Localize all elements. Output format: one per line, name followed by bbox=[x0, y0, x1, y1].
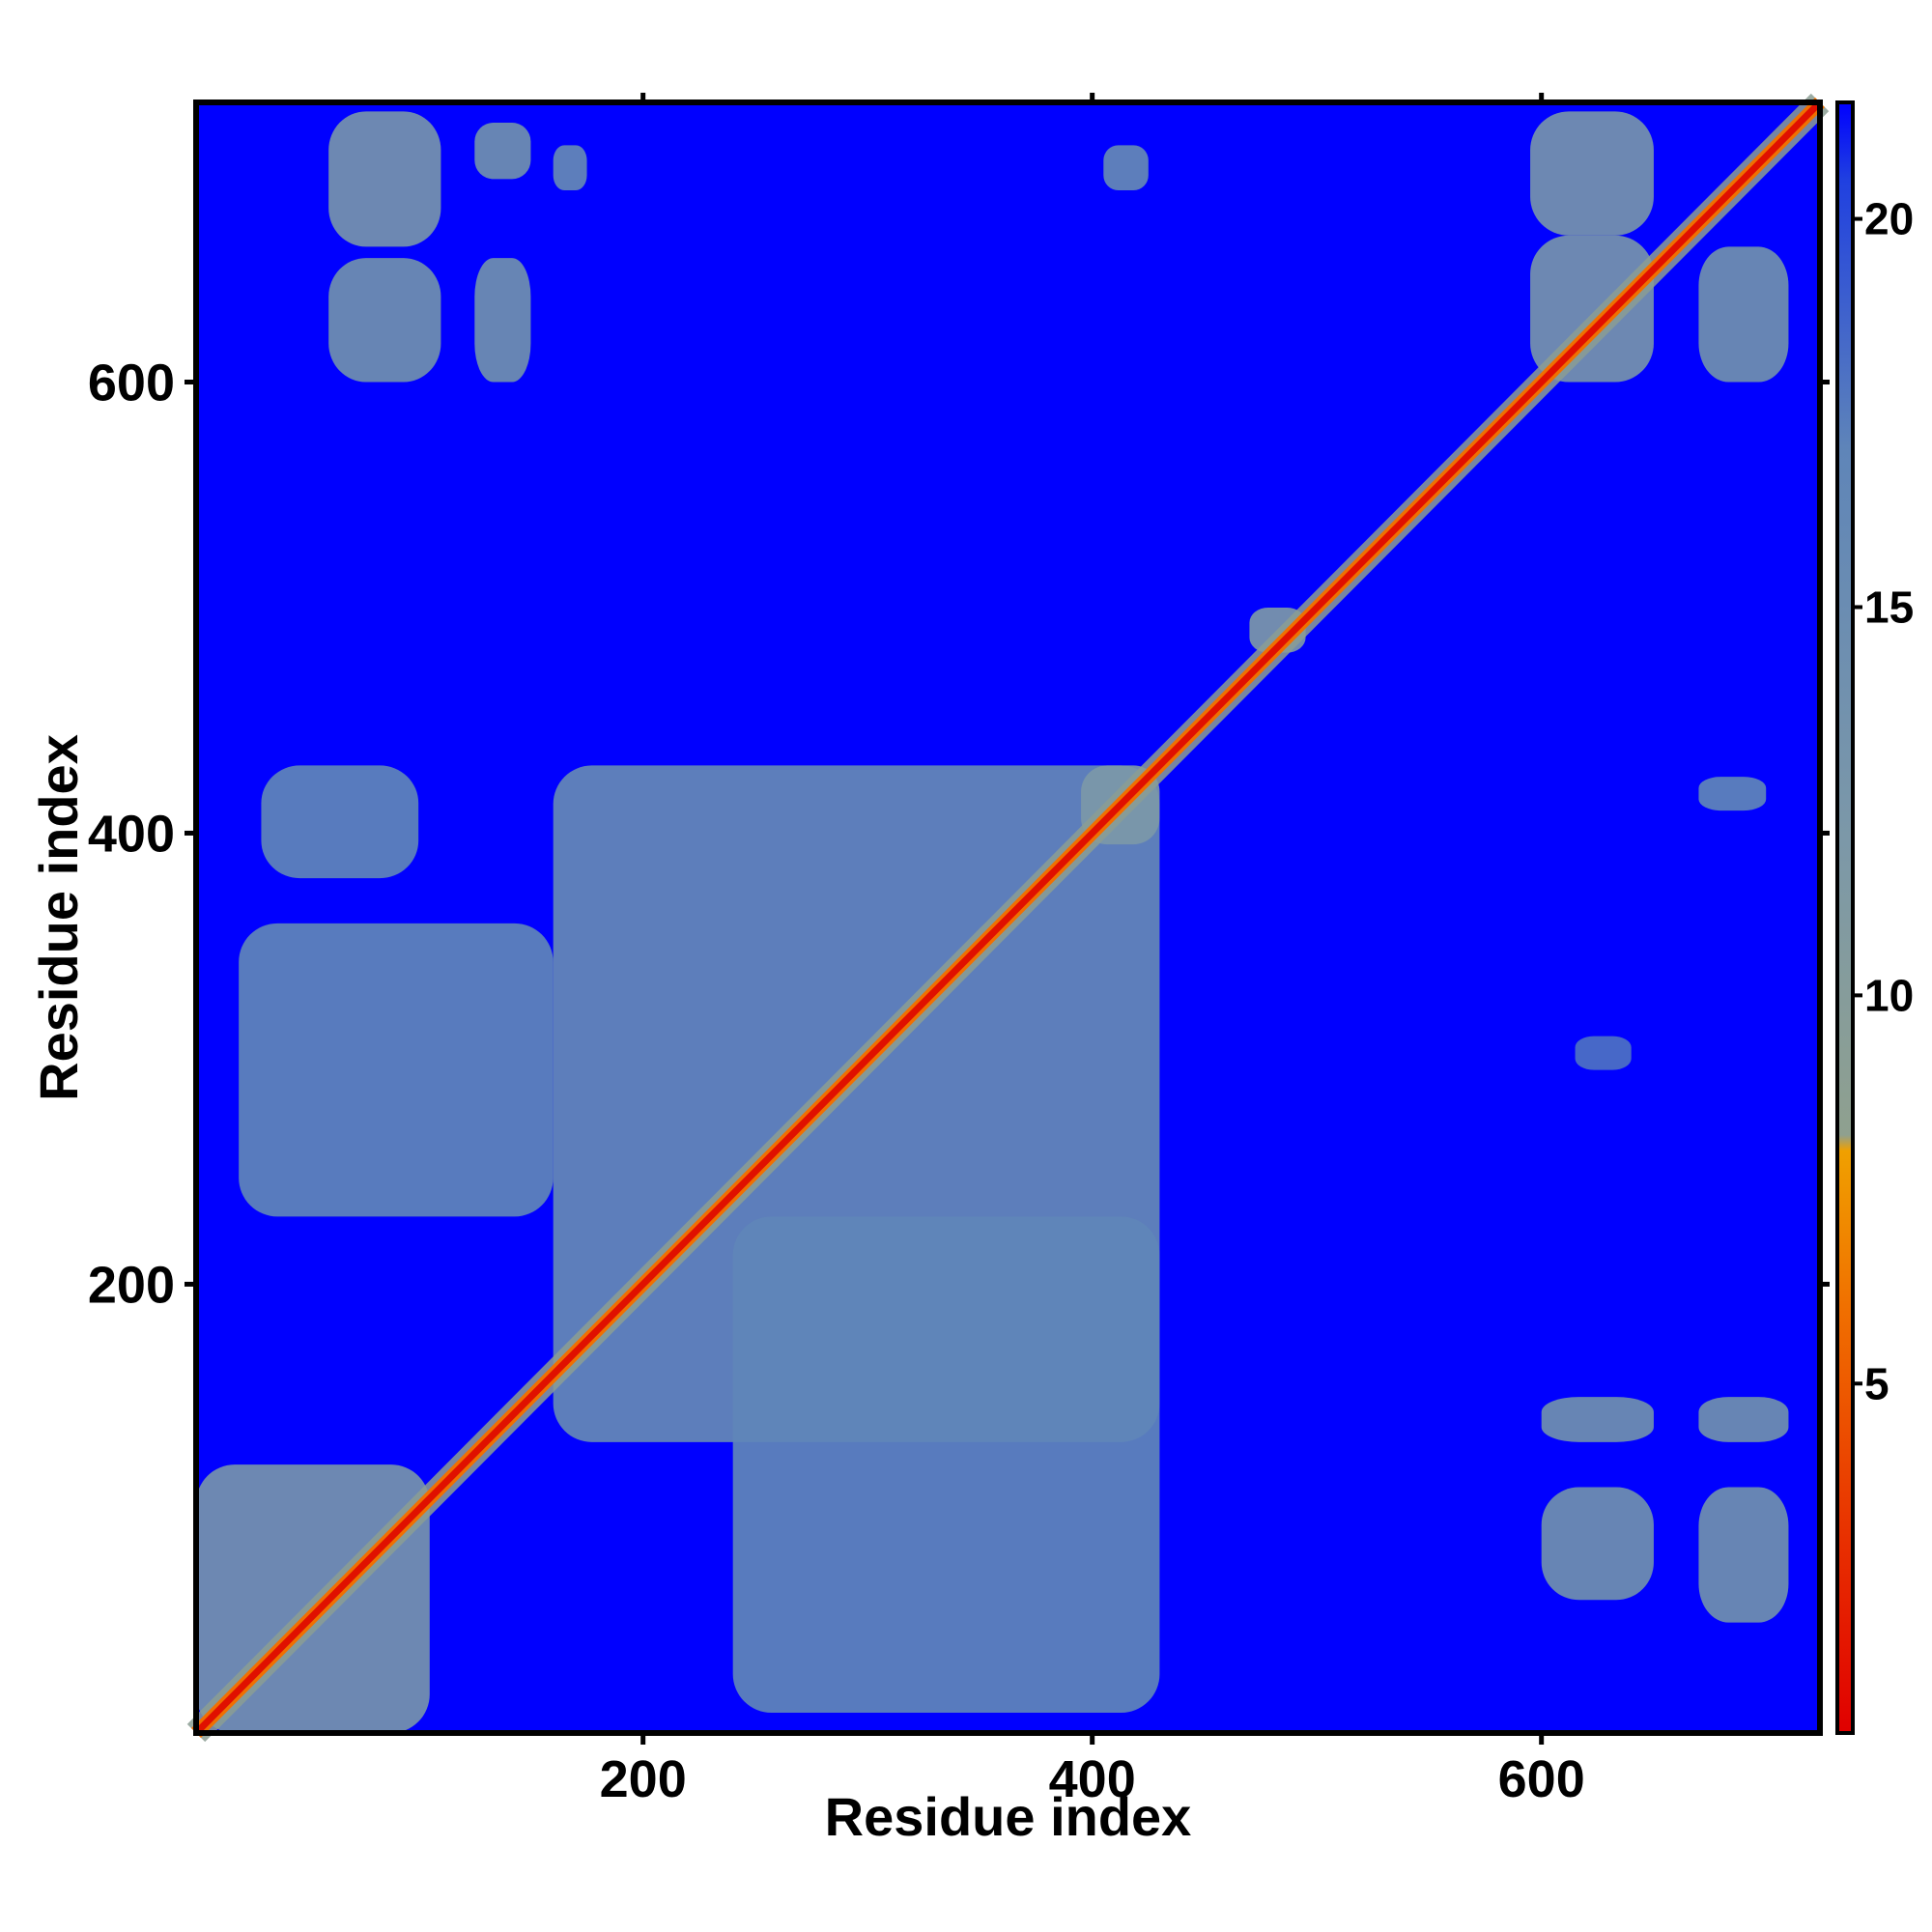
contact-block bbox=[1530, 111, 1654, 236]
colorbar-ticks: 5 10 15 20 bbox=[1853, 194, 1914, 1408]
y-axis-label: Residue index bbox=[28, 734, 89, 1101]
contact-block bbox=[328, 111, 441, 247]
heatmap-plot-area bbox=[186, 93, 1830, 1743]
y-tick-label: 600 bbox=[88, 355, 175, 412]
contact-block bbox=[239, 923, 554, 1217]
colorbar-gradient bbox=[1835, 100, 1855, 1735]
contact-block bbox=[1698, 1397, 1789, 1442]
contact-block bbox=[553, 145, 587, 191]
y-tick-label: 200 bbox=[88, 1256, 175, 1314]
diagonal-core bbox=[193, 99, 1823, 1736]
contact-block bbox=[1541, 1487, 1654, 1601]
contact-block bbox=[1698, 777, 1767, 811]
colorbar-tick-label: 20 bbox=[1864, 194, 1914, 244]
contact-block bbox=[474, 258, 531, 383]
colorbar: 5 10 15 20 bbox=[1835, 100, 1914, 1735]
contact-block bbox=[1698, 1487, 1789, 1623]
colorbar-tick-label: 5 bbox=[1864, 1358, 1889, 1408]
contact-block bbox=[474, 123, 531, 180]
x-tick-label: 400 bbox=[1049, 1750, 1136, 1808]
y-tick-label: 400 bbox=[88, 805, 175, 863]
contact-block bbox=[1103, 145, 1149, 191]
y-axis-ticks: 200 400 600 bbox=[88, 355, 1830, 1314]
contact-block bbox=[732, 1216, 1160, 1713]
contact-blocks bbox=[196, 111, 1789, 1733]
x-tick-label: 600 bbox=[1498, 1750, 1585, 1808]
colorbar-tick-label: 10 bbox=[1864, 970, 1914, 1020]
contact-block bbox=[1541, 1397, 1654, 1442]
contact-block bbox=[1575, 1036, 1632, 1070]
diagonal-band bbox=[186, 93, 1830, 1743]
x-axis-label: Residue index bbox=[825, 1786, 1192, 1847]
x-tick-label: 200 bbox=[600, 1750, 687, 1808]
contact-block bbox=[261, 765, 419, 879]
x-axis-ticks: 200 400 600 bbox=[600, 93, 1585, 1808]
contact-block bbox=[328, 258, 441, 383]
plot-frame bbox=[193, 99, 1823, 1736]
colorbar-tick-label: 15 bbox=[1864, 582, 1914, 632]
contact-block bbox=[1698, 246, 1789, 383]
